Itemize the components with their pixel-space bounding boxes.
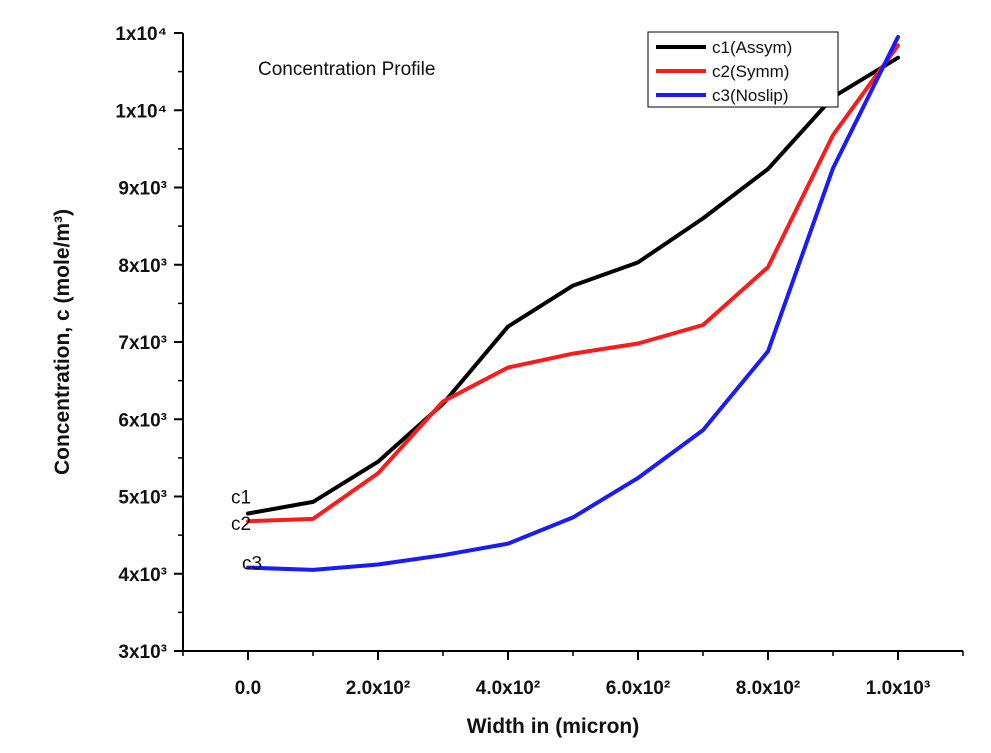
annotation-label-3: c3 <box>242 553 262 574</box>
x-tick-label: 0.0 <box>235 678 261 699</box>
y-tick-label: 4x10³ <box>118 565 167 586</box>
legend: c1(Assym) c2(Symm) c3(Noslip) <box>647 31 839 108</box>
x-tick-label: 2.0x10² <box>346 678 410 699</box>
y-tick-label: 7x10³ <box>118 333 167 354</box>
y-tick-label: 1x10⁴ <box>115 101 167 122</box>
y-tick-label: 1x10⁴ <box>115 24 167 45</box>
y-tick-label: 6x10³ <box>118 410 167 431</box>
x-tick-label: 1.0x10³ <box>866 678 930 699</box>
annotation-label-2: c2 <box>231 514 251 535</box>
series-line-1 <box>246 55 900 516</box>
x-tick-label: 4.0x10² <box>476 678 540 699</box>
y-tick-label: 3x10³ <box>118 642 167 663</box>
series-line-2 <box>246 43 900 524</box>
legend-label-3: c3(Noslip) <box>712 86 789 105</box>
y-tick-label: 5x10³ <box>118 488 167 509</box>
x-axis-title: Width in (micron) <box>467 715 639 738</box>
legend-label-1: c1(Assym) <box>712 38 792 57</box>
chart-title: Concentration Profile <box>258 59 435 80</box>
y-ticks: 3x10³ 4x10³ 5x10³ 6x10³ 7x10³ 8x10³ 9x10³ 1x10⁴… <box>115 24 183 663</box>
plot-frame <box>182 33 963 652</box>
y-tick-label: 8x10³ <box>118 256 167 277</box>
legend-label-2: c2(Symm) <box>712 62 789 81</box>
x-tick-label: 6.0x10² <box>606 678 670 699</box>
x-ticks: 0.0 2.0x10² 4.0x10² 6.0x10² 8.0x10² 1.0x10³ <box>182 651 964 699</box>
annotations: c1 c2 c3 <box>231 488 262 575</box>
annotation-label-1: c1 <box>231 488 251 509</box>
x-tick-label: 8.0x10² <box>736 678 800 699</box>
y-axis-title: Concentration, c (mole/m³) <box>51 209 74 475</box>
y-tick-label: 9x10³ <box>118 179 167 200</box>
series-group <box>246 34 900 572</box>
series-line-3 <box>246 34 900 572</box>
